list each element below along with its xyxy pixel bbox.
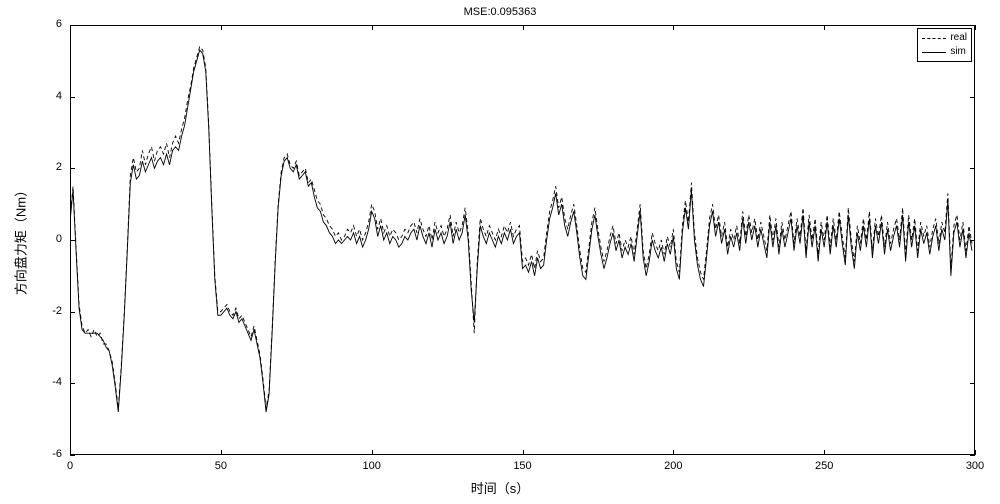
x-tick-mark: [824, 25, 825, 30]
x-tick-label: 100: [352, 460, 392, 472]
y-tick-mark: [70, 168, 75, 169]
x-tick-label: 150: [503, 460, 543, 472]
y-tick-mark: [970, 240, 975, 241]
x-tick-label: 200: [653, 460, 693, 472]
x-tick-mark: [975, 25, 976, 30]
y-tick-mark: [70, 455, 75, 456]
x-tick-mark: [372, 450, 373, 455]
x-tick-label: 0: [50, 460, 90, 472]
y-tick-mark: [70, 312, 75, 313]
y-tick-label: 4: [32, 90, 62, 102]
figure: MSE:0.095363 方向盘力矩（Nm） 时间（s） -6-4-20246 …: [0, 0, 1000, 504]
x-tick-mark: [221, 450, 222, 455]
y-tick-mark: [970, 312, 975, 313]
x-tick-mark: [975, 450, 976, 455]
legend-item: sim: [922, 45, 967, 59]
x-tick-mark: [70, 450, 71, 455]
y-tick-mark: [70, 383, 75, 384]
x-tick-mark: [824, 450, 825, 455]
y-tick-label: -6: [32, 448, 62, 460]
legend-label: sim: [950, 45, 966, 59]
y-tick-label: 6: [32, 18, 62, 30]
y-axis-label: 方向盘力矩（Nm）: [11, 180, 30, 300]
y-tick-mark: [970, 97, 975, 98]
y-tick-mark: [970, 383, 975, 384]
x-tick-label: 300: [955, 460, 995, 472]
x-tick-mark: [372, 25, 373, 30]
x-tick-mark: [523, 450, 524, 455]
series-sim: [70, 50, 972, 412]
line-layer: [0, 0, 1000, 504]
x-tick-mark: [673, 450, 674, 455]
y-tick-label: 0: [32, 233, 62, 245]
x-tick-mark: [221, 25, 222, 30]
y-tick-mark: [70, 240, 75, 241]
legend: realsim: [917, 28, 972, 62]
series-real: [70, 47, 972, 409]
x-tick-mark: [523, 25, 524, 30]
x-tick-label: 250: [804, 460, 844, 472]
y-tick-mark: [970, 168, 975, 169]
legend-swatch: [922, 47, 946, 57]
y-tick-label: 2: [32, 161, 62, 173]
y-tick-mark: [970, 455, 975, 456]
legend-item: real: [922, 31, 967, 45]
x-tick-mark: [70, 25, 71, 30]
legend-swatch: [922, 33, 946, 43]
y-tick-label: -4: [32, 376, 62, 388]
x-tick-mark: [673, 25, 674, 30]
legend-label: real: [950, 31, 967, 45]
y-tick-mark: [70, 97, 75, 98]
x-axis-label: 时间（s）: [0, 478, 1000, 497]
y-tick-label: -2: [32, 305, 62, 317]
x-tick-label: 50: [201, 460, 241, 472]
